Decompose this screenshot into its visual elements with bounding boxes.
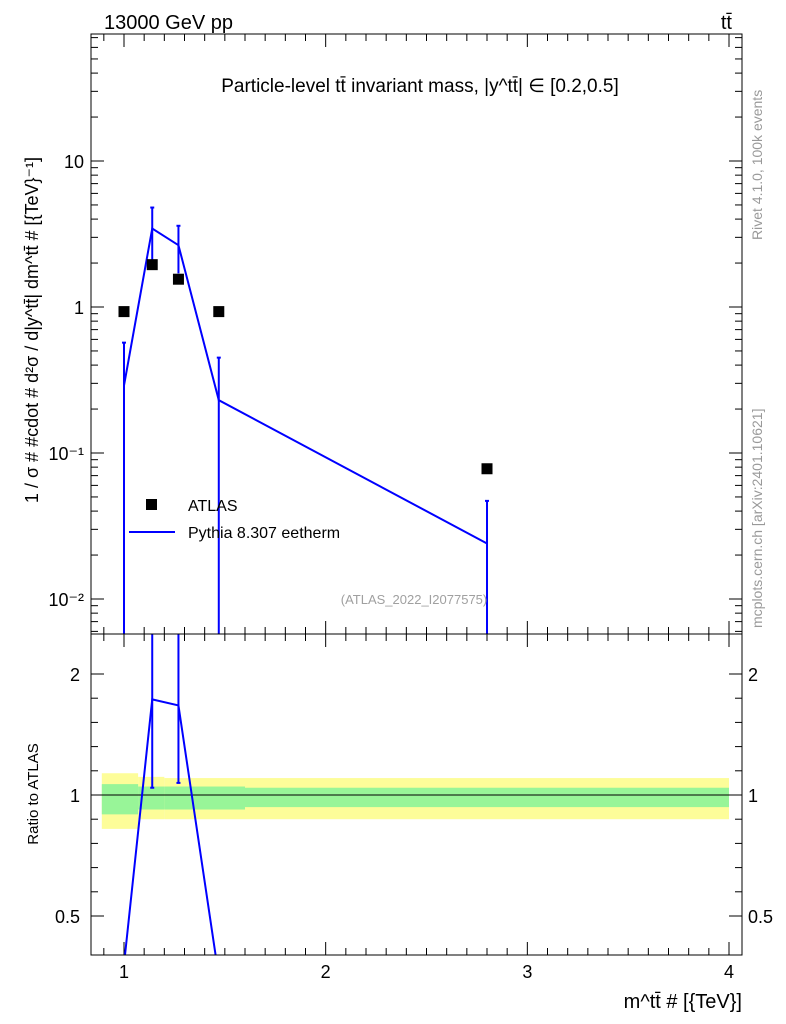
atlas-data-point	[172, 273, 184, 285]
ratio-panel: 0.5 0.5 1 1 2 2 1 2 3 4 Ratio to ATLAS m^tt̄ # [{…	[25, 633, 773, 1013]
y-tick-label: 1	[74, 298, 84, 318]
ratio-y-tick-label-left: 1	[70, 786, 80, 806]
x-tick-label: 4	[724, 962, 734, 982]
atlas-data-point	[213, 306, 225, 318]
process-label: tt̄	[721, 12, 733, 34]
ratio-y-tick-label-right: 2	[748, 665, 758, 685]
x-tick-label: 3	[522, 962, 532, 982]
y-tick-label: 10⁻²	[48, 590, 84, 610]
rivet-version-label: Rivet 4.1.0, 100k events	[749, 90, 765, 240]
main-frame	[90, 33, 743, 635]
y-tick-label: 10	[64, 152, 84, 172]
atlas-data-point	[481, 463, 493, 475]
legend-pythia-label: Pythia 8.307 eetherm	[188, 525, 340, 542]
ratio-green-band	[245, 787, 730, 808]
energy-label: 13000 GeV pp	[104, 12, 233, 34]
main-axis-ticks: 10⁻² 10⁻¹ 1 10	[48, 34, 742, 634]
ratio-y-tick-label-right: 0.5	[748, 907, 773, 927]
ratio-clipped-group	[123, 634, 217, 955]
source-label: mcplots.cern.ch [arXiv:2401.10621]	[749, 409, 765, 628]
ratio-y-tick-label-right: 1	[748, 786, 758, 806]
ratio-green-band	[138, 786, 165, 810]
ratio-uncertainty-bands	[101, 773, 730, 829]
x-tick-label: 2	[321, 962, 331, 982]
x-axis-label: m^tt̄ # [{TeV}]	[624, 991, 742, 1013]
ratio-green-band	[164, 786, 246, 810]
ratio-plot-marks	[123, 634, 217, 955]
legend-atlas-label: ATLAS	[188, 498, 238, 515]
x-tick-label: 1	[119, 962, 129, 982]
main-chart-title: Particle-level tt̄ invariant mass, |y^tt…	[221, 76, 619, 97]
y-tick-label: 10⁻¹	[48, 444, 84, 464]
legend: ATLAS Pythia 8.307 eetherm	[129, 498, 340, 542]
atlas-data-point	[146, 259, 158, 271]
atlas-data-point	[118, 306, 130, 318]
ratio-frame	[90, 633, 743, 956]
main-panel: 10⁻² 10⁻¹ 1 10 Particle-level tt̄ invariant…	[22, 33, 743, 635]
ratio-y-tick-label-left: 0.5	[55, 907, 80, 927]
watermark-label: (ATLAS_2022_I2077575)	[341, 592, 487, 607]
main-plot-marks	[118, 206, 493, 634]
ratio-axis-ticks: 0.5 0.5 1 1 2 2 1 2 3 4	[55, 634, 773, 982]
ratio-green-band	[101, 784, 139, 815]
main-y-axis-label: 1 / σ # #cdot # d²σ / d|y^tt̄| dm^tt̄ # …	[22, 157, 42, 503]
legend-atlas-marker	[146, 499, 157, 510]
ratio-y-axis-label: Ratio to ATLAS	[25, 743, 42, 844]
ratio-pythia-line	[123, 698, 217, 955]
ratio-y-tick-label-left: 2	[70, 665, 80, 685]
